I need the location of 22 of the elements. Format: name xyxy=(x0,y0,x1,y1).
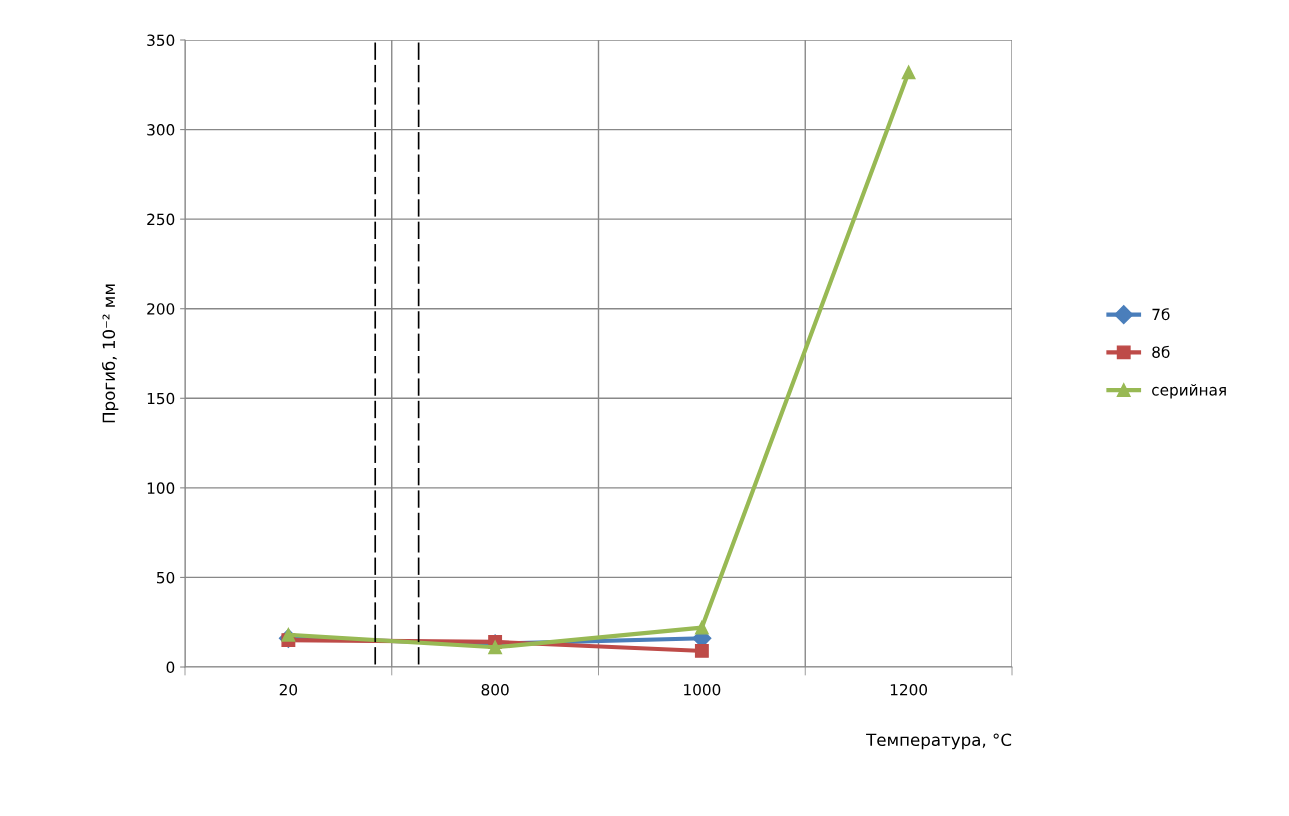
y-axis-title: Прогиб, 10⁻² мм xyxy=(101,284,119,423)
y-tick-label: 100 xyxy=(147,482,175,494)
point xyxy=(488,640,503,655)
y-tick-label: 0 xyxy=(166,661,175,674)
y-tick-label: 200 xyxy=(147,303,175,315)
y-tick-label: 50 xyxy=(157,571,175,584)
point xyxy=(281,627,296,642)
x-tick-label: 1000 xyxy=(684,683,721,696)
point xyxy=(901,65,916,80)
point xyxy=(694,643,709,658)
legend-label: 8б xyxy=(1152,345,1170,358)
x-tick-label: 800 xyxy=(481,683,509,696)
legend-label: 7б xyxy=(1152,308,1170,321)
legend-label: серийная xyxy=(1152,383,1226,399)
y-tick-label: 350 xyxy=(147,34,175,47)
point xyxy=(694,620,709,635)
x-tick-label: 1200 xyxy=(890,683,928,696)
y-tick-label: 250 xyxy=(147,213,175,226)
y-tick-label: 300 xyxy=(147,124,175,136)
x-axis-title: Температура, °C xyxy=(866,733,1012,750)
x-tick-label: 20 xyxy=(279,683,298,696)
y-tick-label: 150 xyxy=(147,392,175,405)
